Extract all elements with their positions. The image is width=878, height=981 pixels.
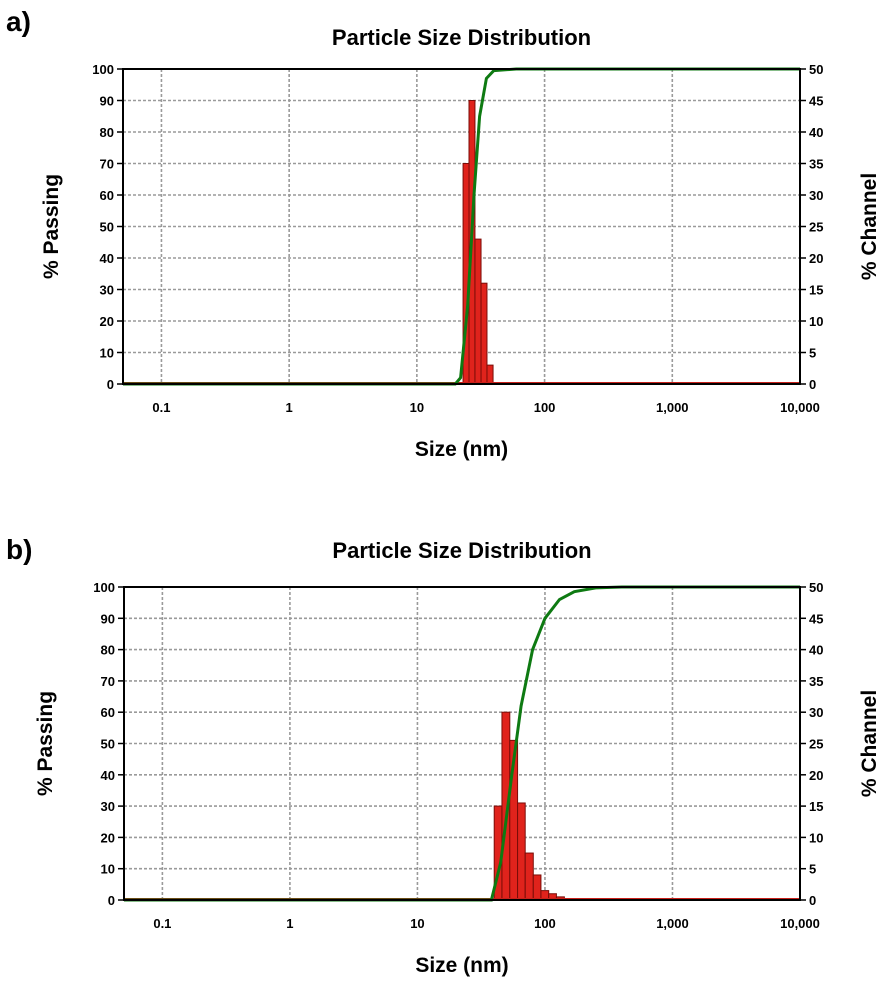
- y2-tick-label: 25: [809, 220, 823, 235]
- panel-label: b): [6, 534, 33, 565]
- y-tick-label: 70: [100, 157, 114, 172]
- y-tick-label: 0: [107, 377, 114, 392]
- histogram-bar: [486, 364, 494, 385]
- y-tick-label: 100: [92, 62, 114, 77]
- x-tick-label: 1,000: [656, 400, 689, 415]
- x-tick-label: 10: [410, 400, 424, 415]
- y-tick-label: 90: [100, 94, 114, 109]
- chart-panel-b: b) Particle Size Distribution 0 10 20 30 40 50…: [0, 520, 878, 981]
- x-tick-label: 0.1: [152, 400, 170, 415]
- histogram-bar: [480, 282, 488, 385]
- y2-tick-label: 30: [809, 188, 823, 203]
- chart-title: Particle Size Distribution: [332, 25, 591, 50]
- y-tick-label: 100: [93, 580, 115, 595]
- panel-label: a): [6, 6, 31, 37]
- x-tick-label: 10,000: [780, 916, 820, 931]
- y-tick-label: 0: [108, 893, 115, 908]
- y-tick-label: 90: [101, 611, 115, 626]
- x-tick-label: 100: [534, 916, 556, 931]
- y2-tick-label: 35: [809, 157, 823, 172]
- y-tick-label: 50: [100, 220, 114, 235]
- y-tick-label: 80: [101, 643, 115, 658]
- y2-tick-label: 40: [809, 125, 823, 140]
- y-tick-label: 60: [101, 705, 115, 720]
- y-tick-label: 40: [100, 251, 114, 266]
- y2-tick-label: 40: [809, 643, 823, 658]
- chart-panel-a: a) Particle Size Distribution 0 10 20 30 40 50…: [0, 0, 878, 490]
- x-tick-label: 10,000: [780, 400, 820, 415]
- y-tick-label: 10: [100, 346, 114, 361]
- histogram-bar: [532, 874, 542, 901]
- x-tick-label: 100: [534, 400, 556, 415]
- x-tick-label: 1: [286, 400, 293, 415]
- y2-tick-label: 0: [809, 893, 816, 908]
- y2-tick-label: 15: [809, 799, 823, 814]
- y2-tick-label: 45: [809, 611, 823, 626]
- y2-tick-label: 10: [809, 314, 823, 329]
- y-axis-label: % Passing: [40, 174, 63, 279]
- histogram-bar: [474, 238, 482, 385]
- chart-svg: Particle Size Distribution01020304050607…: [34, 538, 878, 977]
- y2-tick-label: 5: [809, 862, 816, 877]
- y-axis-label: % Passing: [34, 691, 57, 796]
- y2-tick-label: 5: [809, 346, 816, 361]
- y-tick-label: 80: [100, 125, 114, 140]
- y-tick-label: 60: [100, 188, 114, 203]
- y-tick-label: 10: [101, 862, 115, 877]
- y2-tick-label: 20: [809, 768, 823, 783]
- y2-axis-label: % Channel: [858, 690, 878, 797]
- y-tick-label: 50: [101, 737, 115, 752]
- y2-tick-label: 50: [809, 580, 823, 595]
- histogram-bar: [517, 802, 526, 901]
- x-axis-label: Size (nm): [415, 438, 508, 461]
- x-tick-label: 0.1: [153, 916, 171, 931]
- histogram-bar: [524, 852, 534, 901]
- y2-tick-label: 20: [809, 251, 823, 266]
- y2-tick-label: 25: [809, 737, 823, 752]
- y2-axis-label: % Channel: [858, 173, 878, 280]
- y-tick-label: 40: [101, 768, 115, 783]
- chart-title: Particle Size Distribution: [332, 538, 591, 563]
- x-tick-label: 1: [286, 916, 293, 931]
- y2-tick-label: 0: [809, 377, 816, 392]
- x-axis-label: Size (nm): [415, 954, 508, 977]
- y2-tick-label: 35: [809, 674, 823, 689]
- y2-tick-label: 10: [809, 830, 823, 845]
- x-tick-label: 1,000: [656, 916, 689, 931]
- x-tick-label: 10: [410, 916, 424, 931]
- y2-tick-label: 45: [809, 94, 823, 109]
- chart-svg: Particle Size Distribution01020304050607…: [40, 25, 878, 461]
- y-tick-label: 20: [100, 314, 114, 329]
- y-tick-label: 30: [100, 283, 114, 298]
- y-tick-label: 20: [101, 830, 115, 845]
- y-tick-label: 30: [101, 799, 115, 814]
- y2-tick-label: 15: [809, 283, 823, 298]
- y-tick-label: 70: [101, 674, 115, 689]
- y2-tick-label: 50: [809, 62, 823, 77]
- y2-tick-label: 30: [809, 705, 823, 720]
